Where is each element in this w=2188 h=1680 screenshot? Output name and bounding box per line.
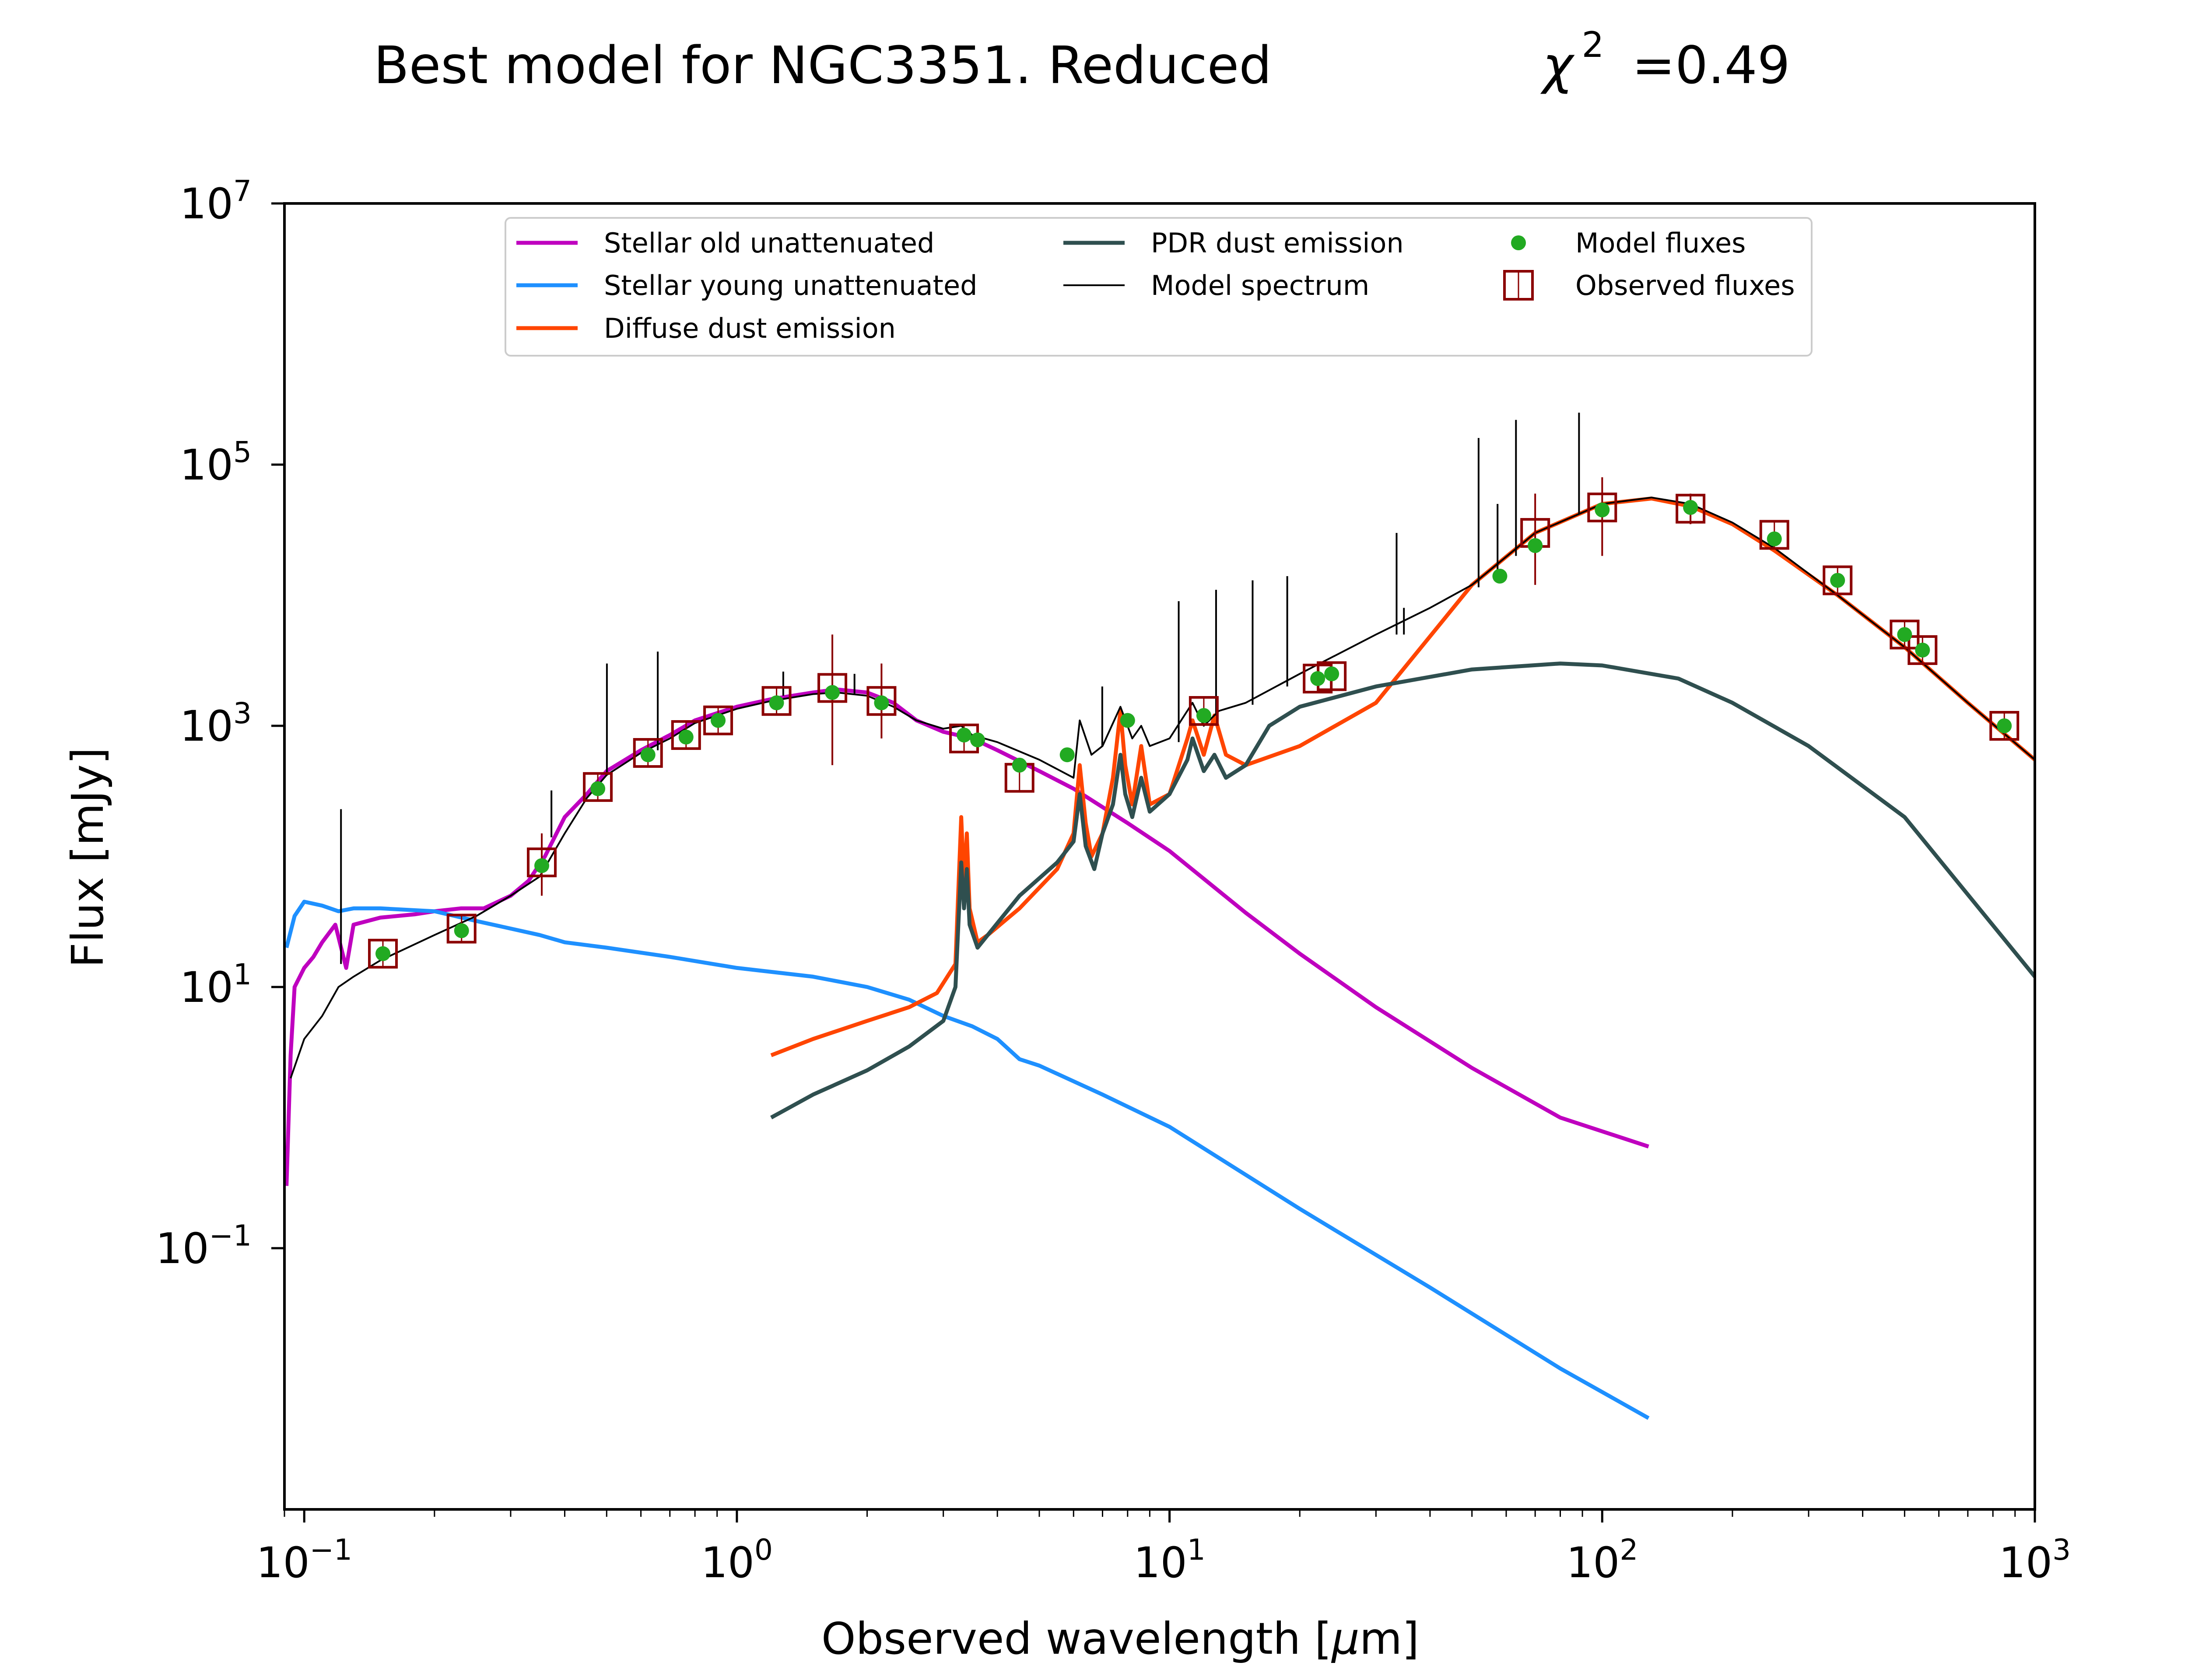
model-flux-point (1120, 713, 1135, 728)
series-line-stellar-old-unattenuated (284, 687, 1649, 1186)
x-axis-label: Observed wavelength [μm] (821, 1613, 1419, 1664)
chart-title-value: =0.49 (1632, 35, 1790, 95)
x-tick-label: 103 (1999, 1533, 2071, 1587)
model-flux-point (970, 732, 985, 748)
plot-markers (368, 492, 2020, 969)
x-tick-label: 10−1 (256, 1533, 352, 1587)
model-flux-point (454, 923, 469, 938)
model-flux-point (640, 747, 656, 763)
model-flux-point (1492, 568, 1508, 584)
y-tick-label: 107 (180, 174, 252, 228)
x-tick-labels: 10−1 100 101 102 103 (256, 1533, 2071, 1587)
model-flux-point (1830, 573, 1845, 588)
axis-ticks (271, 202, 2036, 1522)
chart-title: Best model for NGC3351. Reduced (374, 35, 1272, 95)
model-flux-point (1997, 718, 2012, 733)
model-flux-point (534, 858, 550, 873)
legend-label-pdr-dust-emission: PDR dust emission (1151, 227, 1404, 259)
legend-label-model-spectrum: Model spectrum (1151, 270, 1369, 301)
legend: Stellar old unattenuated Stellar young un… (505, 217, 1813, 357)
plot-frame (283, 202, 2036, 1511)
model-flux-point (1059, 747, 1075, 763)
legend-frame (505, 217, 1813, 357)
model-flux-point (1012, 757, 1027, 773)
y-tick-label: 105 (180, 435, 252, 490)
legend-label-model-fluxes: Model fluxes (1575, 227, 1746, 259)
model-flux-point (1528, 538, 1543, 553)
plot-curves (284, 497, 2035, 1420)
chart-title-chi-sup: 2 (1582, 24, 1604, 65)
legend-label-stellar-old-unattenuated: Stellar old unattenuated (604, 227, 934, 259)
x-tick-label: 101 (1134, 1533, 1206, 1587)
model-flux-point (711, 713, 726, 728)
model-flux-point (678, 729, 694, 745)
model-flux-point (1324, 666, 1339, 682)
model-flux-point (1767, 531, 1782, 546)
series-line-pdr-dust-emission (770, 662, 2035, 1120)
y-tick-label: 101 (180, 958, 252, 1012)
model-flux-point (957, 728, 972, 743)
model-flux-point (1595, 502, 1610, 518)
model-flux-point (825, 685, 840, 700)
legend-label-diffuse-dust-emission: Diffuse dust emission (604, 312, 896, 344)
y-tick-labels: 10−1 101 103 105 107 (156, 174, 252, 1273)
model-flux-point (1310, 671, 1325, 686)
model-flux-point (769, 695, 784, 710)
legend-swatch-model-fluxes (1511, 235, 1526, 250)
model-flux-point (375, 946, 391, 961)
y-tick-label: 103 (180, 696, 252, 751)
model-flux-point (1897, 627, 1912, 642)
legend-label-stellar-young-unattenuated: Stellar young unattenuated (604, 270, 977, 301)
x-tick-label: 102 (1566, 1533, 1638, 1587)
model-flux-point (1683, 500, 1698, 515)
emission-lines (340, 413, 1580, 964)
y-tick-label: 10−1 (156, 1219, 252, 1273)
series-line-stellar-young-unattenuated (284, 900, 1650, 1420)
model-flux-point (1915, 642, 1930, 658)
model-flux-point (1196, 708, 1211, 723)
y-axis-label: Flux [mJy] (62, 747, 113, 968)
legend-label-observed-fluxes: Observed fluxes (1575, 270, 1795, 301)
model-flux-point (874, 695, 889, 710)
model-flux-point (590, 781, 606, 796)
chart-title-chi: χ (1540, 35, 1575, 95)
x-tick-label: 100 (701, 1533, 773, 1587)
